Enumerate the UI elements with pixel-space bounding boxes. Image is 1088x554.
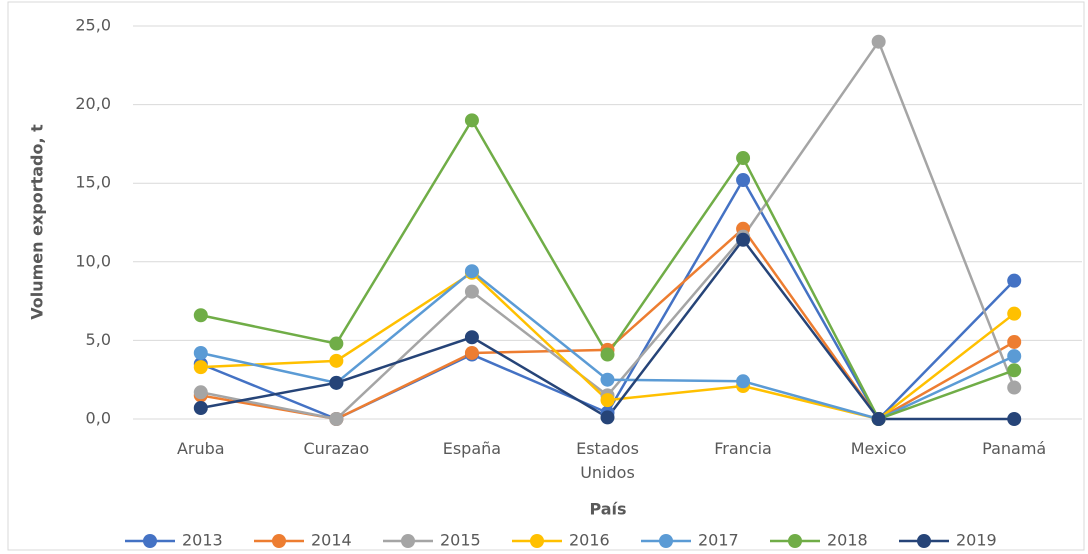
legend-marker: [143, 534, 157, 548]
y-tick-label: 10,0: [75, 251, 111, 270]
data-point: [736, 151, 751, 166]
data-point: [1007, 412, 1022, 426]
legend-marker: [917, 534, 931, 548]
x-tick-label: Panamá: [982, 439, 1047, 458]
data-point: [736, 374, 751, 389]
legend-marker: [788, 534, 802, 548]
data-point: [329, 353, 344, 368]
data-point: [464, 330, 479, 345]
x-axis-title: País: [589, 500, 626, 519]
data-point: [1007, 334, 1022, 349]
data-point: [871, 34, 886, 49]
data-point: [1007, 306, 1022, 321]
y-tick-label: 0,0: [86, 409, 111, 428]
data-point: [600, 372, 615, 387]
data-point: [600, 393, 615, 408]
data-point: [464, 264, 479, 279]
data-point: [1007, 273, 1022, 288]
data-point: [329, 375, 344, 390]
legend-marker: [530, 534, 544, 548]
x-tick-label: Estados Unidos: [576, 439, 639, 482]
y-tick-label: 5,0: [86, 330, 111, 349]
legend-label: 2014: [311, 531, 352, 550]
y-tick-label: 20,0: [75, 94, 111, 113]
legend-label: 2016: [569, 531, 610, 550]
x-tick-label: España: [442, 439, 502, 458]
x-tick-label: Aruba: [176, 439, 225, 458]
legend-label: 2013: [182, 531, 223, 550]
data-point: [1007, 363, 1022, 378]
y-tick-label: 25,0: [75, 16, 111, 35]
data-point: [464, 113, 479, 128]
data-point: [193, 360, 208, 375]
legend-label: 2017: [698, 531, 739, 550]
y-axis-title: Volumen exportado, t: [28, 124, 47, 320]
legend-marker: [272, 534, 286, 548]
data-point: [1007, 349, 1022, 364]
data-point: [464, 284, 479, 299]
data-point: [464, 345, 479, 360]
x-tick-label: Francia: [714, 439, 772, 458]
data-point: [736, 232, 751, 247]
legend-label: 2015: [440, 531, 481, 550]
y-tick-label: 15,0: [75, 173, 111, 192]
data-point: [736, 173, 751, 188]
data-point: [1007, 380, 1022, 395]
legend-marker: [401, 534, 415, 548]
legend-label: 2019: [956, 531, 997, 550]
data-point: [871, 412, 886, 426]
data-point: [193, 308, 208, 323]
data-point: [329, 336, 344, 351]
legend-label: 2018: [827, 531, 868, 550]
x-tick-label: Mexico: [850, 439, 907, 458]
data-point: [600, 410, 615, 425]
x-tick-label: Curazao: [303, 439, 370, 458]
data-point: [329, 412, 344, 426]
legend-marker: [659, 534, 673, 548]
data-point: [600, 347, 615, 362]
chart-border: [7, 1, 1085, 551]
data-point: [193, 345, 208, 360]
data-point: [193, 385, 208, 400]
data-point: [193, 400, 208, 415]
